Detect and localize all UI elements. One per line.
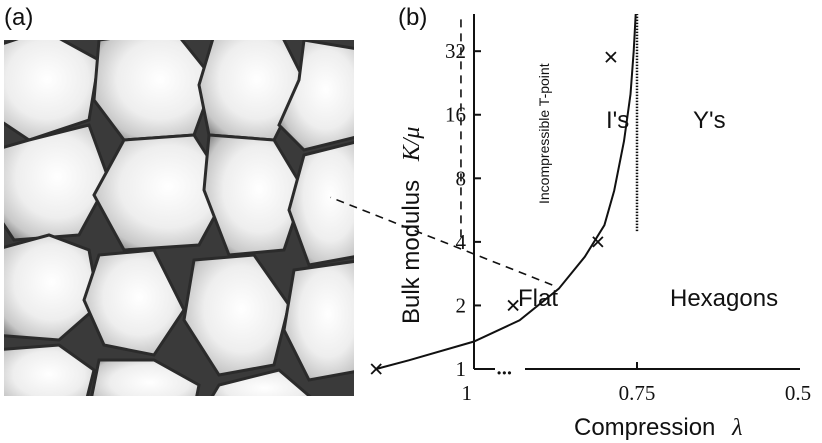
cell: [90, 358, 201, 396]
x-tick-label: 0.75: [619, 381, 656, 405]
cell: [82, 248, 186, 357]
cell: [4, 123, 111, 242]
bubble-pattern-image: [4, 40, 354, 396]
y-tick-label: 32: [445, 39, 466, 63]
cell: [277, 40, 354, 152]
cell: [4, 343, 96, 396]
y-tick-label: 8: [456, 166, 467, 190]
y-tick-label: 1: [456, 357, 467, 381]
cell: [287, 140, 354, 267]
y-axis-label: Bulk modulus: [398, 180, 425, 324]
y-tick-label: 16: [445, 103, 466, 127]
cell: [92, 133, 231, 252]
region-label-flat: Flat: [518, 285, 558, 312]
cell: [4, 40, 101, 142]
panel-b-label: (b): [398, 4, 428, 31]
data-point-marker: [592, 236, 604, 248]
x-axis-label: Compression: [574, 414, 715, 441]
cell: [282, 259, 354, 382]
phase-boundary-curve: [375, 13, 637, 370]
x-axis-symbol: λ: [731, 415, 742, 441]
cell: [210, 368, 312, 396]
panel-a-label: (a): [4, 4, 34, 31]
svg-text:Compression λ: Compression λ: [574, 414, 742, 441]
marker-stroke: [507, 299, 519, 312]
region-label-ys: Y's: [693, 107, 726, 134]
y-tick-label: 4: [456, 230, 467, 254]
incompressible-t-point-label: Incompressible T-point: [536, 63, 552, 204]
y-axis-symbol: K/μ: [399, 127, 425, 163]
marker-stroke: [592, 236, 604, 248]
x-tick-label: 0.5: [785, 381, 811, 405]
marker-stroke: [370, 363, 382, 375]
dashed-boundary: [330, 196, 553, 286]
x-axis-break: •••: [497, 366, 513, 380]
data-point-marker: [370, 363, 382, 375]
data-point-marker: [507, 299, 519, 312]
cell: [182, 253, 291, 377]
y-tick-label: 2: [456, 293, 467, 317]
region-label-is: I's: [606, 107, 629, 134]
marker-stroke: [605, 51, 617, 63]
x-tick-label: 1: [462, 381, 473, 405]
svg-text:Bulk modulus K/μ: Bulk modulus K/μ: [398, 127, 425, 324]
region-label-hexagons: Hexagons: [670, 285, 778, 312]
cell: [202, 133, 306, 257]
data-point-marker: [605, 51, 617, 63]
